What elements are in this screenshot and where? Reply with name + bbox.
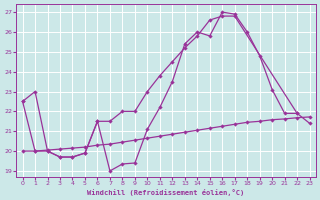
X-axis label: Windchill (Refroidissement éolien,°C): Windchill (Refroidissement éolien,°C) xyxy=(87,189,245,196)
